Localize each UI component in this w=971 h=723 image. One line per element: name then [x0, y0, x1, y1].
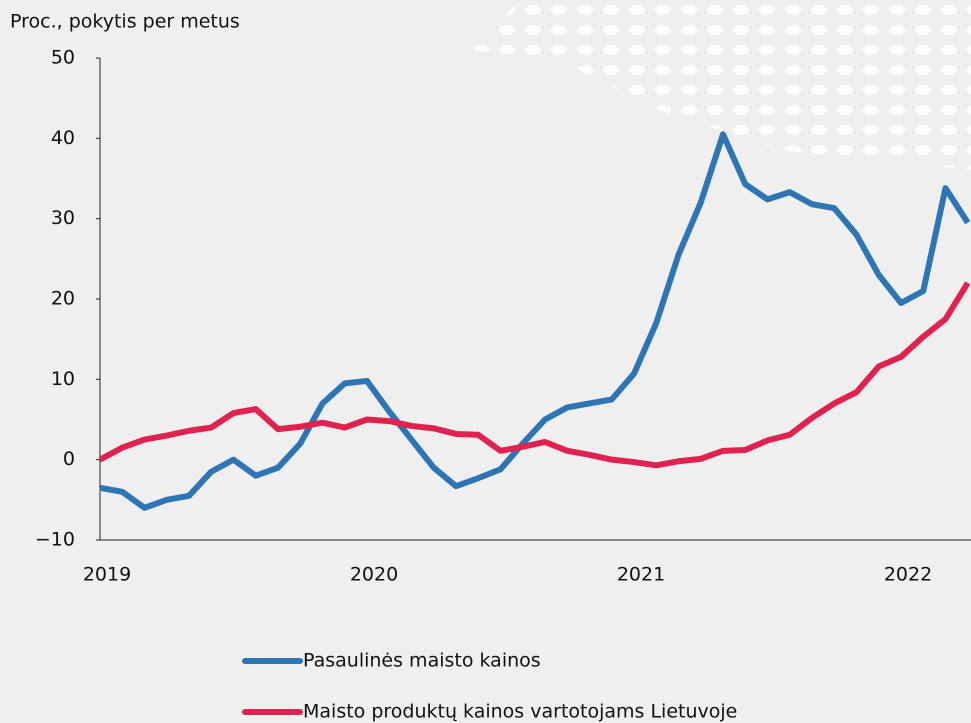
legend-label: Pasaulinės maisto kainos	[303, 650, 541, 672]
y-tick-label: 50	[51, 47, 75, 69]
data-line	[98, 281, 971, 469]
y-tick-label: 40	[51, 127, 75, 149]
y-axis-label: Proc., pokytis per metus	[10, 11, 240, 33]
y-tick-label: 20	[51, 288, 75, 310]
y-tick-label: 30	[51, 207, 75, 229]
x-tick-label: 2022	[884, 564, 932, 586]
data-line	[99, 131, 971, 511]
decor-dots	[470, 0, 971, 170]
legend-label: Maisto produktų kainos vartotojams Lietu…	[303, 701, 737, 723]
y-tick-label: 10	[51, 368, 75, 390]
x-tick-label: 2021	[617, 564, 665, 586]
y-tick-label: −10	[35, 529, 75, 551]
x-tick-label: 2020	[350, 564, 398, 586]
x-tick-label: 2019	[83, 564, 131, 586]
y-tick-label: 0	[63, 448, 75, 470]
